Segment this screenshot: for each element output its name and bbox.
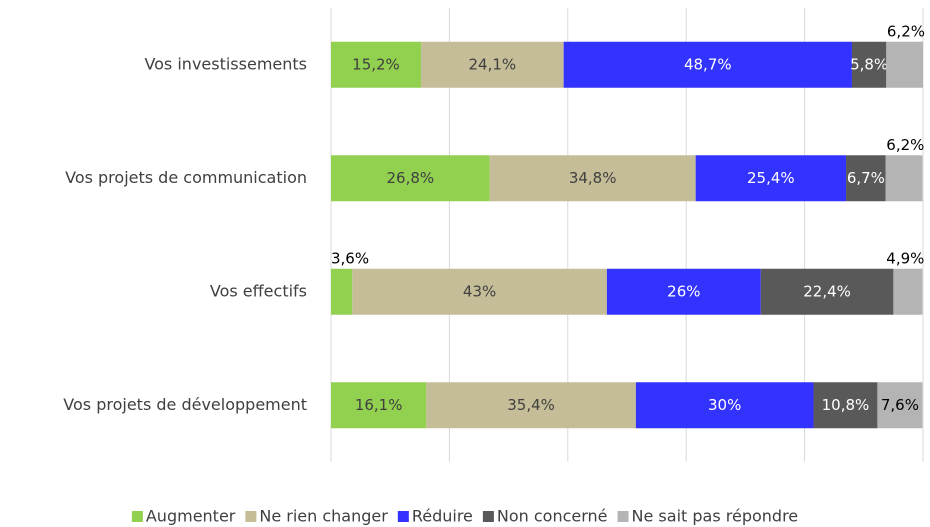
bar-segment — [893, 268, 923, 315]
bar-segment — [331, 268, 353, 315]
value-label: 26,8% — [386, 169, 434, 187]
legend-swatch — [617, 511, 629, 522]
category-label: Vos projets de développement — [63, 395, 307, 414]
value-label: 26% — [667, 282, 700, 300]
legend-swatch — [397, 511, 409, 522]
legend-swatch — [482, 511, 494, 522]
legend-label: Non concerné — [497, 507, 608, 526]
value-label: 6,2% — [887, 22, 925, 40]
value-label: 5,8% — [850, 55, 888, 73]
value-label: 30% — [708, 396, 741, 414]
bar-segment — [813, 382, 878, 429]
legend-label: Ne sait pas répondre — [632, 507, 799, 526]
category-label: Vos projets de communication — [65, 168, 307, 187]
bar-segment — [563, 41, 852, 88]
value-label: 34,8% — [569, 169, 617, 187]
legend-swatch — [131, 511, 143, 522]
legend-swatch — [245, 511, 257, 522]
bar-segment — [846, 155, 886, 202]
bar-segment — [851, 41, 887, 88]
value-label: 15,2% — [352, 55, 400, 73]
bar-segment — [489, 155, 696, 202]
bar-segment — [352, 268, 607, 315]
value-label: 10,8% — [822, 396, 870, 414]
bar-segment — [331, 155, 490, 202]
value-label: 16,1% — [355, 396, 403, 414]
bar-segment — [877, 382, 923, 429]
bar-segment — [695, 155, 847, 202]
bar-segment — [760, 268, 894, 315]
bar-segment — [885, 155, 923, 202]
legend-label: Réduire — [412, 507, 473, 526]
value-label: 7,6% — [881, 396, 919, 414]
value-label: 6,7% — [847, 169, 885, 187]
category-label: Vos investissements — [144, 54, 307, 73]
value-label: 22,4% — [803, 282, 851, 300]
bar-segment — [426, 382, 636, 429]
value-label: 35,4% — [507, 396, 555, 414]
legend-label: Ne rien changer — [259, 507, 388, 526]
value-label: 24,1% — [468, 55, 516, 73]
bar-segment — [331, 382, 427, 429]
value-label: 6,2% — [886, 136, 924, 154]
bar-segment — [635, 382, 814, 429]
value-label: 3,6% — [331, 249, 369, 267]
value-label: 43% — [463, 282, 496, 300]
bar-segment — [331, 41, 421, 88]
value-label: 4,9% — [886, 249, 924, 267]
value-label: 25,4% — [747, 169, 795, 187]
value-label: 48,7% — [684, 55, 732, 73]
bar-segment — [606, 268, 761, 315]
category-label: Vos effectifs — [210, 281, 307, 300]
bar-segment — [420, 41, 564, 88]
legend-label: Augmenter — [146, 507, 236, 526]
bar-segment — [886, 41, 923, 88]
